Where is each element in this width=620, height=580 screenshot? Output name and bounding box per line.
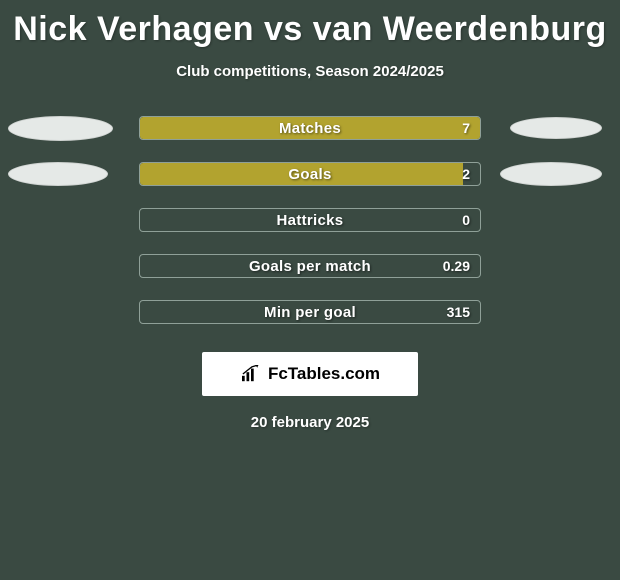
brand-box: FcTables.com — [202, 352, 418, 396]
stat-value: 0.29 — [443, 255, 470, 277]
stat-row: Goals per match 0.29 — [0, 254, 620, 278]
stat-value: 315 — [447, 301, 470, 323]
stat-value: 2 — [462, 163, 470, 185]
stat-row: Min per goal 315 — [0, 300, 620, 324]
stat-bar: Goals per match 0.29 — [139, 254, 481, 278]
date-text: 20 february 2025 — [0, 414, 620, 431]
stats-rows: Matches 7 Goals 2 Hattricks 0 Goals per … — [0, 116, 620, 324]
chart-icon — [240, 365, 262, 383]
player-indicator-right — [510, 117, 602, 139]
subtitle: Club competitions, Season 2024/2025 — [0, 63, 620, 80]
stat-label: Min per goal — [140, 301, 480, 323]
stat-bar: Hattricks 0 — [139, 208, 481, 232]
stat-label: Matches — [140, 117, 480, 139]
stat-row: Matches 7 — [0, 116, 620, 140]
player-indicator-left — [8, 162, 108, 186]
stat-bar: Matches 7 — [139, 116, 481, 140]
player-indicator-right — [500, 162, 602, 186]
stat-bar: Min per goal 315 — [139, 300, 481, 324]
stat-row: Goals 2 — [0, 162, 620, 186]
brand-text: FcTables.com — [268, 364, 380, 384]
stat-bar: Goals 2 — [139, 162, 481, 186]
player-indicator-left — [8, 116, 113, 141]
stat-row: Hattricks 0 — [0, 208, 620, 232]
page-title: Nick Verhagen vs van Weerdenburg — [0, 0, 620, 49]
stat-value: 0 — [462, 209, 470, 231]
stat-label: Goals — [140, 163, 480, 185]
stat-value: 7 — [462, 117, 470, 139]
stat-label: Goals per match — [140, 255, 480, 277]
stat-label: Hattricks — [140, 209, 480, 231]
